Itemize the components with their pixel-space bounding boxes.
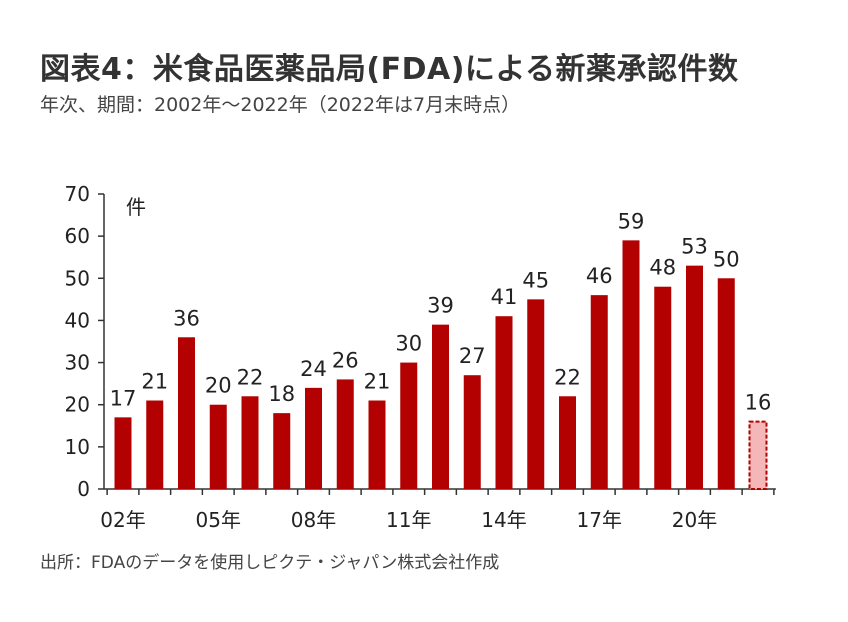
- y-tick-label: 0: [77, 477, 90, 501]
- bars: [114, 240, 768, 491]
- x-tick-label: 20年: [672, 508, 717, 532]
- y-tick-label: 40: [65, 308, 90, 332]
- bar: [495, 316, 513, 489]
- bar: [527, 299, 545, 489]
- data-label: 20: [205, 374, 232, 398]
- data-label: 21: [364, 370, 391, 394]
- data-label: 59: [618, 209, 645, 233]
- x-tick-label: 05年: [196, 508, 241, 532]
- bar: [463, 375, 481, 489]
- bar: [241, 396, 259, 489]
- y-tick-label: 70: [65, 182, 90, 206]
- bar: [622, 240, 640, 489]
- bar: [368, 400, 386, 489]
- bar: [686, 265, 703, 489]
- x-tick-label: 11年: [386, 508, 431, 532]
- data-label: 39: [427, 294, 454, 318]
- bar: [305, 387, 322, 489]
- bar: [336, 379, 354, 489]
- data-label: 36: [173, 306, 200, 330]
- data-label: 50: [713, 247, 740, 271]
- data-label: 48: [649, 256, 676, 280]
- y-tick-label: 50: [65, 266, 90, 290]
- bar: [400, 362, 418, 489]
- bar: [209, 404, 227, 489]
- data-label: 21: [141, 370, 168, 394]
- data-label: 24: [300, 357, 327, 381]
- data-label: 30: [395, 332, 422, 356]
- bar-partial-year: [748, 420, 768, 491]
- bar: [654, 286, 672, 489]
- bar: [114, 417, 132, 489]
- data-label: 22: [554, 365, 581, 389]
- bar: [432, 324, 449, 489]
- bar: [559, 396, 576, 489]
- bar: [146, 400, 164, 489]
- data-label: 26: [332, 348, 359, 372]
- y-tick-label: 20: [65, 393, 90, 417]
- data-label: 41: [491, 285, 518, 309]
- data-label: 53: [681, 235, 708, 259]
- data-label: 46: [586, 264, 613, 288]
- y-tick-label: 30: [65, 351, 90, 375]
- x-tick-label: 17年: [577, 508, 622, 532]
- data-label: 27: [459, 344, 486, 368]
- y-tick-label: 60: [65, 224, 90, 248]
- x-tick-label: 02年: [100, 508, 145, 532]
- bar: [717, 278, 735, 489]
- bar: [273, 413, 291, 489]
- data-label: 18: [268, 382, 295, 406]
- data-label: 22: [237, 365, 264, 389]
- x-tick-label: 08年: [291, 508, 336, 532]
- data-label: 16: [745, 391, 772, 415]
- y-unit-label: 件: [126, 195, 146, 219]
- bar: [178, 337, 195, 489]
- data-label: 45: [522, 268, 549, 292]
- chart-subtitle: 年次、期間：2002年～2022年（2022年は7月末時点）: [40, 94, 521, 116]
- bar: [590, 295, 608, 489]
- x-tick-label: 14年: [481, 508, 526, 532]
- source-note: 出所：FDAのデータを使用しピクテ・ジャパン株式会社作成: [40, 553, 500, 573]
- y-axis: 0 10 20 30 40 50 60 70: [65, 182, 105, 501]
- x-axis: 02年 05年 08年 11年 14年 17年 20年: [100, 488, 776, 532]
- chart-title: 図表4：米食品医薬品局(FDA)による新薬承認件数: [40, 52, 739, 87]
- y-tick-label: 10: [65, 435, 90, 459]
- data-label: 17: [110, 386, 137, 410]
